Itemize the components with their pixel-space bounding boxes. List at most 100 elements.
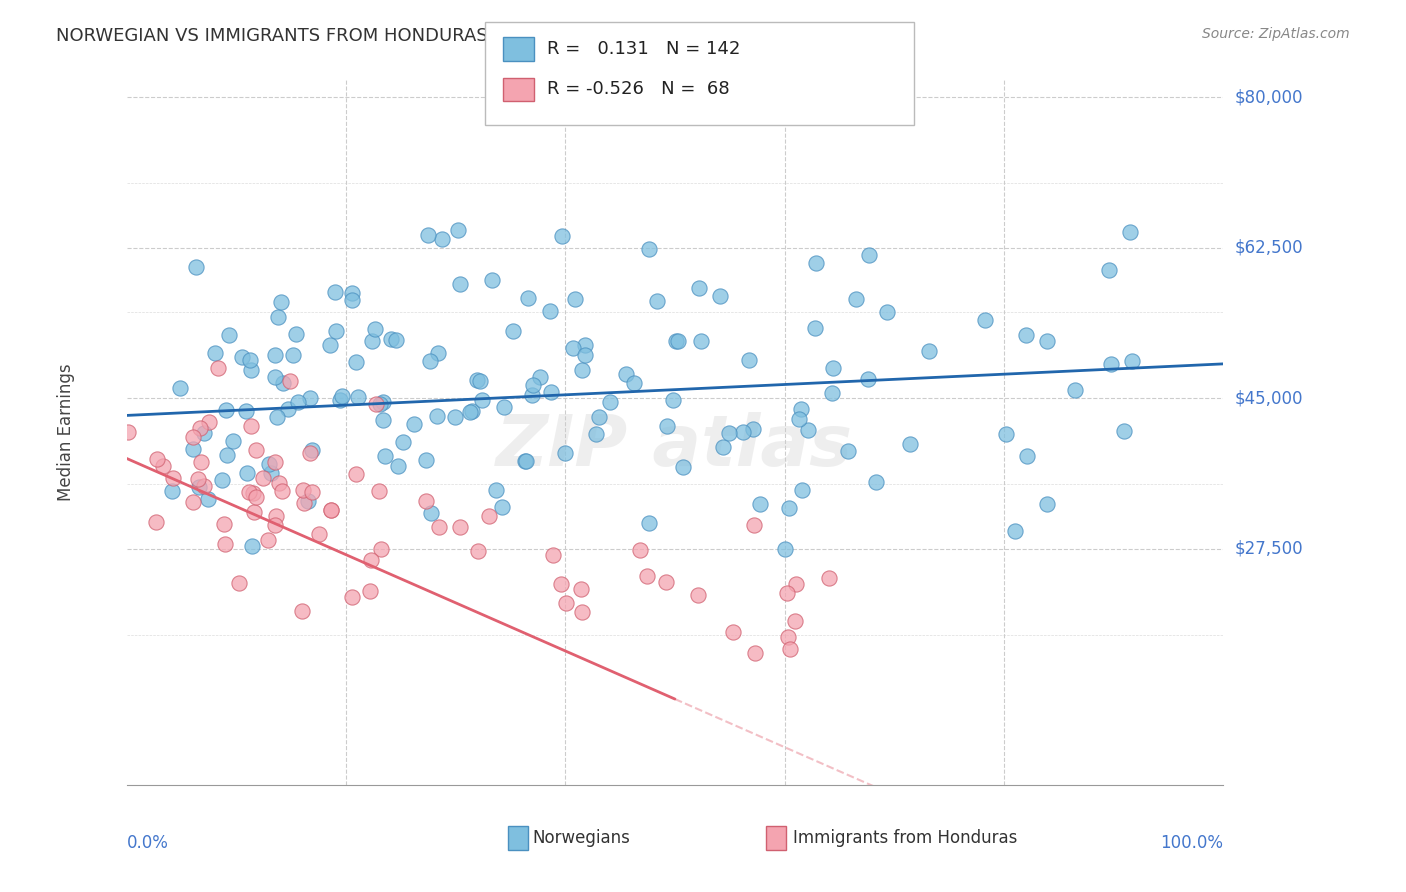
Norwegians [329, 392, 352, 407]
Immigrants from Honduras [655, 575, 678, 590]
Immigrants from Honduras [340, 590, 363, 604]
Immigrants from Honduras [360, 552, 382, 566]
Norwegians [470, 375, 492, 389]
Text: Source: ZipAtlas.com: Source: ZipAtlas.com [1202, 27, 1350, 41]
Norwegians [319, 337, 342, 351]
Immigrants from Honduras [264, 509, 287, 524]
Norwegians [804, 321, 827, 335]
Text: Norwegians: Norwegians [533, 829, 630, 847]
Norwegians [561, 342, 583, 356]
Norwegians [837, 444, 859, 458]
Immigrants from Honduras [785, 577, 807, 591]
Norwegians [432, 232, 454, 246]
Norwegians [797, 423, 820, 437]
Norwegians [655, 419, 678, 434]
Norwegians [461, 403, 484, 417]
Immigrants from Honduras [292, 496, 315, 510]
Immigrants from Honduras [264, 455, 287, 469]
Immigrants from Honduras [181, 495, 204, 509]
Norwegians [427, 345, 450, 359]
Norwegians [585, 427, 607, 442]
Norwegians [160, 483, 183, 498]
Text: ZIP atlas: ZIP atlas [496, 412, 853, 481]
Norwegians [898, 436, 921, 450]
Immigrants from Honduras [449, 520, 471, 534]
Norwegians [197, 491, 219, 506]
Immigrants from Honduras [238, 485, 260, 500]
Text: R =   0.131   N = 142: R = 0.131 N = 142 [547, 40, 741, 58]
Immigrants from Honduras [370, 542, 392, 557]
Text: $27,500: $27,500 [1234, 540, 1303, 558]
Immigrants from Honduras [212, 516, 235, 531]
Norwegians [502, 324, 524, 338]
Norwegians [392, 434, 415, 449]
Norwegians [449, 277, 471, 291]
Immigrants from Honduras [415, 494, 437, 508]
Immigrants from Honduras [245, 443, 267, 458]
Bar [766, 826, 786, 850]
Immigrants from Honduras [319, 502, 342, 516]
Norwegians [235, 404, 257, 418]
Norwegians [419, 506, 441, 520]
Immigrants from Honduras [636, 569, 658, 583]
Norwegians [571, 363, 593, 377]
Norwegians [858, 372, 880, 386]
Norwegians [1099, 357, 1122, 371]
Text: $80,000: $80,000 [1234, 88, 1303, 106]
Norwegians [385, 333, 408, 347]
Norwegians [748, 497, 770, 511]
Norwegians [270, 295, 292, 310]
Immigrants from Honduras [550, 577, 572, 591]
Norwegians [876, 305, 898, 319]
Immigrants from Honduras [252, 471, 274, 485]
Norwegians [283, 348, 305, 362]
Immigrants from Honduras [291, 604, 314, 618]
Text: 100.0%: 100.0% [1160, 834, 1223, 852]
Norwegians [380, 332, 402, 346]
Norwegians [373, 394, 395, 409]
Immigrants from Honduras [240, 419, 263, 434]
Norwegians [263, 369, 285, 384]
Norwegians [204, 346, 226, 360]
Immigrants from Honduras [467, 543, 489, 558]
Norwegians [240, 539, 263, 553]
Norwegians [599, 394, 621, 409]
Immigrants from Honduras [301, 485, 323, 500]
Immigrants from Honduras [263, 518, 285, 533]
Norwegians [672, 460, 695, 475]
Norwegians [515, 453, 537, 467]
Norwegians [564, 292, 586, 306]
Norwegians [363, 321, 385, 335]
Norwegians [821, 361, 844, 376]
Norwegians [551, 228, 574, 243]
Text: Immigrants from Honduras: Immigrants from Honduras [793, 829, 1018, 847]
Norwegians [1015, 328, 1038, 343]
Norwegians [647, 293, 669, 308]
Immigrants from Honduras [146, 451, 169, 466]
Immigrants from Honduras [228, 575, 250, 590]
Immigrants from Honduras [245, 490, 267, 504]
Immigrants from Honduras [368, 484, 391, 499]
Bar [508, 826, 527, 850]
Norwegians [865, 475, 887, 490]
Norwegians [538, 303, 561, 318]
Immigrants from Honduras [207, 361, 229, 376]
Immigrants from Honduras [291, 483, 314, 498]
Norwegians [1121, 353, 1143, 368]
Norwegians [465, 373, 488, 387]
Norwegians [1112, 424, 1135, 438]
Norwegians [211, 474, 233, 488]
Norwegians [1098, 263, 1121, 277]
Norwegians [287, 394, 309, 409]
Norwegians [447, 223, 470, 237]
Norwegians [481, 273, 503, 287]
Norwegians [236, 466, 259, 480]
Immigrants from Honduras [190, 455, 212, 469]
Immigrants from Honduras [257, 533, 280, 548]
Immigrants from Honduras [193, 479, 215, 493]
Norwegians [540, 384, 562, 399]
Immigrants from Honduras [478, 508, 501, 523]
Norwegians [184, 260, 207, 274]
Immigrants from Honduras [366, 397, 388, 411]
Norwegians [623, 376, 645, 390]
